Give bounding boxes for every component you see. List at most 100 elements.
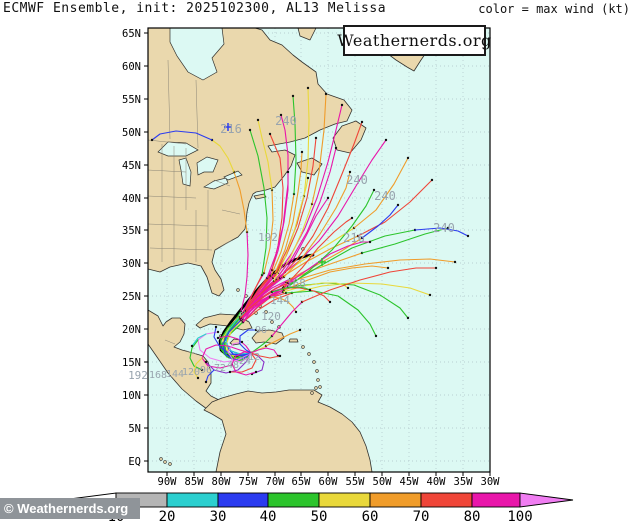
- track-segment: [257, 119, 273, 191]
- colorbar-segment: [318, 492, 371, 508]
- track-segment: [201, 344, 252, 369]
- landmasses: [147, 27, 450, 473]
- track-segment: [269, 296, 297, 313]
- track-segment: [283, 265, 389, 291]
- track-segment: [274, 151, 303, 274]
- svg-text:192: 192: [128, 369, 148, 382]
- track-segment: [250, 335, 273, 354]
- colorbar-segment: [267, 492, 320, 508]
- track-time-dot: [204, 380, 208, 384]
- track-time-dot: [216, 330, 220, 334]
- track-time-dot: [324, 92, 328, 96]
- colorbar-tick-label: 100: [507, 509, 532, 522]
- track-segment: [217, 335, 252, 354]
- track-time-dot: [298, 328, 302, 332]
- track-time-dot: [278, 354, 282, 358]
- track-time-dot: [434, 266, 438, 270]
- svg-text:240: 240: [433, 221, 455, 235]
- track-time-dot: [190, 344, 194, 348]
- longitude-label: 45W: [400, 476, 420, 488]
- track-segment: [303, 87, 310, 197]
- svg-text:240: 240: [275, 114, 297, 128]
- track-time-dot: [350, 216, 354, 220]
- track-time-dot: [286, 170, 290, 174]
- track-time-dot: [346, 286, 350, 290]
- colorbar-caption: color = max wind (kt): [478, 2, 630, 16]
- svg-text:24: 24: [239, 356, 251, 367]
- track-segment: [249, 129, 268, 276]
- svg-text:144: 144: [270, 294, 290, 307]
- track-segment: [361, 227, 449, 254]
- page-title: ECMWF Ensemble, init: 2025102300, AL13 M…: [3, 1, 387, 16]
- latitude-label: 45N: [122, 160, 141, 172]
- track-time-dot: [279, 113, 283, 117]
- track-segment: [231, 351, 257, 376]
- track-time-dot: [368, 240, 372, 244]
- track-time-dot: [348, 170, 352, 174]
- weathernerds-brand-box: Weathernerds.org: [337, 25, 491, 56]
- track-time-dot: [228, 370, 232, 374]
- track-segment: [271, 301, 303, 337]
- track-time-dot: [386, 266, 390, 270]
- track-segment: [301, 267, 437, 303]
- svg-text:72: 72: [214, 363, 226, 374]
- latitude-label: 25N: [122, 291, 141, 303]
- svg-text:192: 192: [258, 231, 278, 244]
- track-segment: [289, 229, 416, 285]
- colorbar-segment: [217, 492, 269, 508]
- longitude-label: 90W: [158, 476, 178, 488]
- longitude-label: 80W: [212, 476, 232, 488]
- svg-text:120: 120: [182, 367, 200, 378]
- colorbar-tick-label: 40: [260, 509, 277, 522]
- track-segment: [414, 227, 469, 237]
- track-time-dot: [204, 360, 208, 364]
- track-segment: [242, 292, 293, 323]
- track-time-dot: [240, 340, 244, 344]
- svg-text:240: 240: [374, 189, 396, 203]
- longitude-label: 30W: [481, 476, 501, 488]
- track-segment: [250, 352, 281, 359]
- track-segment: [191, 333, 207, 347]
- latitude-label: EQ: [128, 456, 141, 468]
- track-segment: [239, 329, 257, 354]
- longitude-label: 50W: [373, 476, 393, 488]
- track-time-dot: [268, 132, 272, 136]
- track-time-dot: [150, 138, 154, 142]
- track-segment: [222, 319, 252, 361]
- track-segment: [283, 171, 351, 278]
- latitude-label: 20N: [122, 324, 141, 336]
- track-time-dot: [396, 203, 400, 207]
- longitude-label: 60W: [319, 476, 339, 488]
- track-time-dot: [314, 136, 318, 140]
- track-time-dot: [453, 260, 457, 264]
- longitude-label: 75W: [239, 476, 259, 488]
- track-time-dot: [291, 94, 295, 98]
- latitude-label: 65N: [122, 28, 141, 40]
- position-cross-marker: [318, 258, 326, 266]
- track-time-dot: [406, 316, 410, 320]
- track-segment: [270, 193, 295, 277]
- track-time-dot: [254, 370, 258, 374]
- longitude-label: 65W: [292, 476, 312, 488]
- track-segment: [213, 326, 252, 357]
- latitude-label: 15N: [122, 357, 141, 369]
- map-frame: [147, 27, 491, 473]
- track-segment: [287, 241, 371, 284]
- track-segment: [151, 130, 213, 141]
- latitude-label: 40N: [122, 193, 141, 205]
- track-time-dot: [446, 226, 450, 230]
- track-time-dot: [384, 138, 388, 142]
- latitude-label: 35N: [122, 225, 141, 237]
- svg-text:216: 216: [343, 231, 365, 245]
- track-segment: [240, 231, 249, 312]
- track-segment: [287, 189, 375, 288]
- track-time-dot: [200, 368, 204, 372]
- svg-text:120: 120: [261, 310, 281, 323]
- axis-labels: 65N 60N 55N 50N 45N 40N 35N 30N 25N 20N 15N 10N 5N EQ…: [122, 28, 500, 488]
- track-segment: [279, 197, 329, 279]
- colorbar-right-arrow: [519, 492, 574, 508]
- track-segment: [279, 121, 363, 279]
- track-segment: [229, 352, 257, 373]
- svg-text:216: 216: [220, 122, 242, 136]
